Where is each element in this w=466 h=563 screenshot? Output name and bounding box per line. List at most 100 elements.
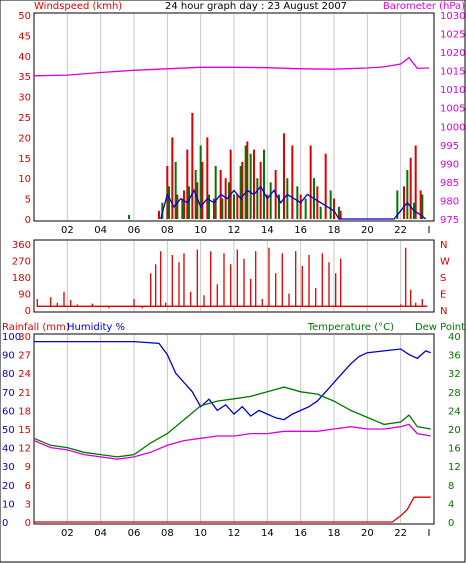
rainfall-tick-label: 30 [18, 332, 31, 343]
chart-title: 24 hour graph day : 23 August 2007 [165, 1, 347, 12]
humidity-tick-label: 0 [2, 518, 8, 529]
barometer-tick-label: 1010 [440, 85, 465, 96]
x-tick-label: 12 [228, 528, 241, 539]
rainfall-tick-label: 24 [18, 369, 31, 380]
rainfall-tick-label: 27 [18, 351, 31, 362]
windspeed-tick-label: 50 [18, 11, 31, 22]
barometer-tick-label: 1020 [440, 48, 465, 59]
compass-tick-label: S [440, 273, 446, 284]
temperature-tick-label: 28 [448, 388, 461, 399]
humidity-tick-label: 30 [2, 462, 15, 473]
windspeed-tick-label: 30 [18, 93, 31, 104]
humidity-tick-label: 60 [2, 406, 15, 417]
x-tick-label: 10 [194, 528, 207, 539]
direction-tick-label: 180 [12, 273, 31, 284]
temperature-tick-label: 16 [448, 444, 461, 455]
rainfall-tick-label: 18 [18, 406, 31, 417]
temperature-tick-label: 0 [448, 518, 454, 529]
direction-tick-label: 360 [12, 240, 31, 251]
windspeed-tick-label: 35 [18, 72, 31, 83]
temperature-tick-label: 32 [448, 369, 461, 380]
x-tick-label: I [428, 528, 431, 539]
windspeed-tick-label: 40 [18, 52, 31, 63]
temperature-tick-label: 36 [448, 351, 461, 362]
x-tick-label: 08 [161, 528, 174, 539]
rainfall-tick-label: 0 [25, 518, 31, 529]
windspeed-tick-label: 0 [25, 215, 31, 226]
x-tick-label: 16 [294, 528, 307, 539]
humidity-series-line [34, 340, 431, 421]
direction-tick-label: 0 [25, 306, 31, 317]
barometer-tick-label: 995 [440, 141, 459, 152]
windspeed-tick-label: 25 [18, 113, 31, 124]
windavg-series-line [160, 185, 427, 220]
barometer-tick-label: 1000 [440, 122, 465, 133]
rainfall-tick-label: 15 [18, 425, 31, 436]
humidity-axis-label: Humidity % [67, 322, 125, 333]
direction-tick-label: 270 [12, 257, 31, 268]
barometer-tick-label: 980 [440, 196, 459, 207]
barometer-tick-label: 1030 [440, 11, 465, 22]
dew-point-series-line [33, 423, 431, 460]
dewpoint-axis-label: Dew Point [415, 322, 465, 333]
humidity-tick-label: 100 [2, 332, 21, 343]
x-tick-label: 04 [94, 528, 107, 539]
x-tick-label: 02 [61, 225, 74, 236]
x-tick-label: I [428, 225, 431, 236]
windspeed-tick-label: 5 [25, 195, 31, 206]
x-tick-label: 08 [161, 225, 174, 236]
rainfall-tick-label: 6 [25, 481, 31, 492]
compass-tick-label: N [440, 306, 447, 317]
x-tick-label: 16 [294, 225, 307, 236]
x-tick-label: 14 [261, 225, 274, 236]
x-tick-label: 10 [194, 225, 207, 236]
rainfall-tick-label: 12 [18, 444, 31, 455]
rainfall-axis-label: Rainfall (mm) [2, 322, 70, 333]
x-tick-label: 22 [394, 528, 407, 539]
rainfall-tick-label: 3 [25, 499, 31, 510]
humidity-tick-label: 10 [2, 499, 15, 510]
x-tick-label: 06 [128, 528, 141, 539]
x-tick-label: 18 [328, 528, 341, 539]
windspeed-tick-label: 20 [18, 133, 31, 144]
temperature-tick-label: 24 [448, 406, 461, 417]
x-tick-label: 06 [128, 225, 141, 236]
rainfall-tick-label: 21 [18, 388, 31, 399]
x-tick-label: 12 [228, 225, 241, 236]
windspeed-axis-label: Windspeed (kmh) [34, 1, 122, 12]
x-tick-label: 14 [261, 528, 274, 539]
compass-tick-label: E [440, 290, 446, 301]
barometer-tick-label: 985 [440, 178, 459, 189]
compass-tick-label: W [440, 257, 450, 268]
barometer-tick-label: 990 [440, 159, 459, 170]
rainfall-tick-label: 9 [25, 462, 31, 473]
barometer-tick-label: 1015 [440, 67, 465, 78]
humidity-tick-label: 90 [2, 351, 15, 362]
barometer-series-line [33, 56, 430, 77]
rainfall-series-line [34, 496, 431, 523]
x-tick-label: 18 [328, 225, 341, 236]
humidity-tick-label: 40 [2, 444, 15, 455]
humidity-tick-label: 50 [2, 425, 15, 436]
humidity-tick-label: 80 [2, 369, 15, 380]
windspeed-tick-label: 45 [18, 31, 31, 42]
x-tick-label: 04 [94, 225, 107, 236]
direction-tick-label: 90 [18, 290, 31, 301]
temperature-tick-label: 8 [448, 481, 454, 492]
windspeed-tick-label: 15 [18, 154, 31, 165]
humidity-tick-label: 20 [2, 481, 15, 492]
temperature-tick-label: 20 [448, 425, 461, 436]
humidity-tick-label: 70 [2, 388, 15, 399]
barometer-tick-label: 975 [440, 215, 459, 226]
temperature-tick-label: 12 [448, 462, 461, 473]
barometer-tick-label: 1005 [440, 104, 465, 115]
barometer-axis-label: Barometer (hPa) [383, 1, 465, 12]
temperature-tick-label: 40 [448, 332, 461, 343]
barometer-tick-label: 1025 [440, 30, 465, 41]
temperature-series-line [33, 386, 431, 458]
x-tick-label: 02 [61, 528, 74, 539]
temperature-axis-label: Temperature (°C) [307, 322, 394, 333]
wind-direction-series [36, 247, 428, 309]
